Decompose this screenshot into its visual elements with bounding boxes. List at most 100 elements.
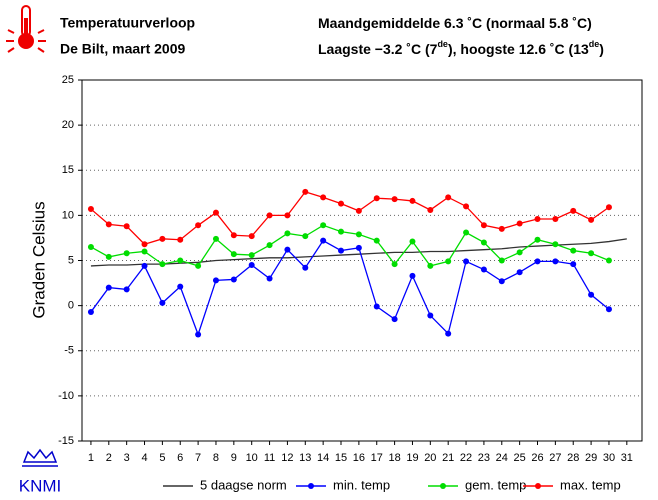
data-point xyxy=(212,235,219,242)
x-tick-label: 23 xyxy=(478,452,490,464)
annotation-part: Laagste −3.2 ˚C (7 xyxy=(318,41,438,57)
data-point xyxy=(284,246,291,253)
data-point xyxy=(427,312,434,319)
x-tick-label: 16 xyxy=(353,452,365,464)
data-point xyxy=(409,272,416,279)
data-point xyxy=(588,216,595,223)
y-tick-label: -5 xyxy=(64,345,74,357)
y-tick-label: 20 xyxy=(62,119,74,131)
data-point xyxy=(588,250,595,257)
data-point xyxy=(177,257,184,264)
data-point xyxy=(534,258,541,265)
x-tick-label: 26 xyxy=(531,452,543,464)
data-point xyxy=(409,197,416,204)
data-point xyxy=(516,269,523,276)
data-point xyxy=(498,225,505,232)
legend-label: min. temp xyxy=(333,477,390,492)
data-point xyxy=(248,252,255,259)
y-tick-label: -15 xyxy=(58,435,74,447)
chart-subtitle: De Bilt, maart 2009 xyxy=(60,41,185,57)
data-point xyxy=(195,331,202,338)
data-point xyxy=(391,196,398,203)
data-point xyxy=(320,194,327,201)
x-tick-label: 4 xyxy=(141,452,147,464)
data-point xyxy=(534,215,541,222)
data-point xyxy=(320,222,327,229)
data-point xyxy=(516,249,523,256)
x-tick-label: 11 xyxy=(264,452,275,464)
data-point xyxy=(87,243,94,250)
data-point xyxy=(516,220,523,227)
data-point xyxy=(570,207,577,214)
data-point xyxy=(230,232,237,239)
stats-line: Maandgemiddelde 6.3 ˚C (normaal 5.8 ˚C) xyxy=(318,15,592,31)
data-point xyxy=(480,239,487,246)
data-point xyxy=(87,206,94,213)
data-point xyxy=(284,230,291,237)
data-point xyxy=(230,276,237,283)
y-tick-label: 15 xyxy=(62,164,74,176)
x-tick-label: 14 xyxy=(317,452,329,464)
annotation-part: de xyxy=(589,39,600,49)
data-point xyxy=(355,231,362,238)
data-point xyxy=(498,257,505,264)
x-tick-label: 6 xyxy=(177,452,183,464)
x-tick-label: 28 xyxy=(567,452,579,464)
x-tick-label: 22 xyxy=(460,452,472,464)
x-tick-label: 15 xyxy=(335,452,347,464)
data-point xyxy=(123,286,130,293)
annotation-part: ) xyxy=(599,41,604,57)
stats-line: Laagste −3.2 ˚C (7de), hoogste 12.6 ˚C (… xyxy=(318,39,604,56)
data-point xyxy=(605,204,612,211)
legend-label: 5 daagse norm xyxy=(200,477,287,492)
data-point xyxy=(445,330,452,337)
x-tick-label: 17 xyxy=(371,452,383,464)
legend-marker xyxy=(535,483,541,489)
data-point xyxy=(105,284,112,291)
data-point xyxy=(87,308,94,315)
y-tick-label: 0 xyxy=(68,300,74,312)
x-tick-label: 20 xyxy=(424,452,436,464)
data-point xyxy=(123,250,130,257)
x-tick-label: 10 xyxy=(246,452,258,464)
data-point xyxy=(355,244,362,251)
data-point xyxy=(391,316,398,323)
data-point xyxy=(355,207,362,214)
data-point xyxy=(570,247,577,254)
data-point xyxy=(141,241,148,248)
x-tick-label: 18 xyxy=(388,452,400,464)
data-point xyxy=(123,223,130,230)
x-tick-label: 19 xyxy=(406,452,418,464)
data-point xyxy=(391,261,398,268)
data-point xyxy=(320,237,327,244)
data-point xyxy=(463,203,470,210)
data-point xyxy=(338,228,345,235)
y-tick-label: -10 xyxy=(58,390,74,402)
data-point xyxy=(480,222,487,229)
data-point xyxy=(570,261,577,268)
x-tick-label: 5 xyxy=(159,452,165,464)
x-tick-label: 31 xyxy=(621,452,633,464)
data-point xyxy=(159,299,166,306)
data-point xyxy=(105,253,112,260)
y-axis-label: Graden Celsius xyxy=(29,201,48,318)
data-point xyxy=(552,241,559,248)
data-point xyxy=(141,262,148,269)
data-point xyxy=(605,306,612,313)
x-tick-label: 25 xyxy=(514,452,526,464)
data-point xyxy=(552,215,559,222)
plot-frame xyxy=(81,79,643,442)
series-line xyxy=(90,224,610,267)
data-point xyxy=(480,266,487,273)
data-point xyxy=(534,236,541,243)
data-point xyxy=(248,233,255,240)
data-point xyxy=(302,264,309,271)
data-point xyxy=(605,257,612,264)
data-point xyxy=(498,278,505,285)
data-point xyxy=(373,237,380,244)
logo-text: KNMI xyxy=(19,476,62,495)
x-tick-label: 21 xyxy=(442,452,454,464)
data-point xyxy=(588,291,595,298)
x-tick-label: 13 xyxy=(299,452,311,464)
data-point xyxy=(212,277,219,284)
